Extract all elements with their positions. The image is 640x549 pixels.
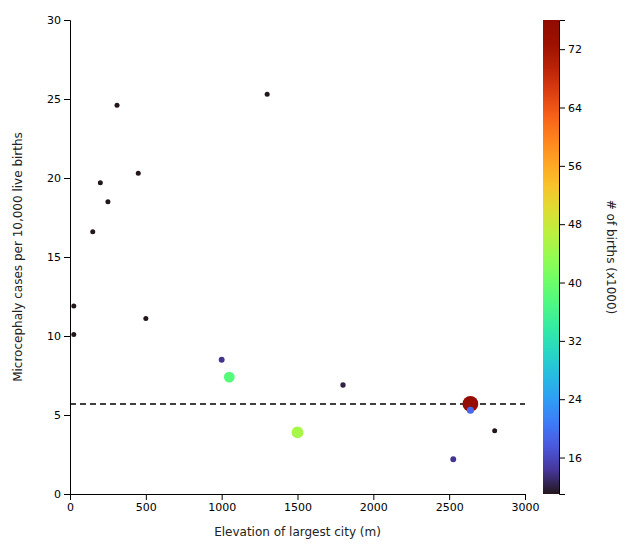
colorbar-label: # of births (x1000) (604, 200, 618, 315)
x-tick-mark (449, 494, 450, 500)
point (467, 407, 474, 414)
x-tick: 2500 (436, 494, 464, 514)
x-tick-mark (298, 494, 299, 500)
chart: 0 500 1000 1500 2000 2500 3000 0 5 10 15 20 25 30 Elev… (0, 0, 640, 549)
x-axis: 0 500 1000 1500 2000 2500 3000 (67, 494, 540, 514)
point (265, 92, 270, 97)
x-tick: 3000 (512, 494, 540, 514)
point (143, 316, 148, 321)
x-tick: 2000 (360, 494, 388, 514)
x-tick-label: 3000 (512, 501, 540, 514)
colorbar-tick-label: 24 (568, 393, 582, 406)
y-axis-line (64, 21, 71, 495)
point (224, 372, 235, 383)
colorbar-tick: 56 (559, 160, 582, 173)
colorbar-tick: 32 (559, 335, 582, 348)
point (292, 426, 304, 438)
x-axis-line (71, 495, 526, 501)
point (71, 332, 76, 337)
x-tick: 1000 (208, 494, 236, 514)
colorbar-tick-mark (559, 166, 565, 167)
colorbar-tick: 40 (559, 277, 582, 290)
colorbar-tick-label: 16 (568, 452, 582, 465)
colorbar-tick-label: 56 (568, 160, 582, 173)
x-tick-label: 1000 (208, 501, 236, 514)
colorbar-tick-label: 72 (568, 43, 582, 56)
y-axis: 0 5 10 15 20 25 30 (47, 14, 71, 501)
x-tick-mark (222, 494, 223, 500)
colorbar-tick-mark (559, 341, 565, 342)
x-tick: 0 (67, 494, 74, 514)
y-tick-mark (64, 99, 70, 100)
plot-area: 0 500 1000 1500 2000 2500 3000 0 5 10 15 20 25 30 Elev… (11, 14, 618, 539)
y-tick: 30 (47, 14, 70, 27)
y-tick-mark (64, 257, 70, 258)
colorbar-tick: 24 (559, 393, 582, 406)
y-tick-label: 30 (47, 14, 61, 27)
point (492, 428, 497, 433)
x-tick: 500 (136, 494, 157, 514)
colorbar-tick-label: 32 (568, 335, 582, 348)
x-tick-label: 500 (136, 501, 157, 514)
point (136, 171, 141, 176)
y-tick: 0 (54, 488, 70, 501)
point (98, 180, 103, 185)
x-tick-label: 2000 (360, 501, 388, 514)
marks (70, 92, 525, 462)
colorbar-tick: 16 (559, 452, 582, 465)
y-tick-label: 10 (47, 330, 61, 343)
colorbar-tick-mark (559, 49, 565, 50)
point (90, 229, 95, 234)
y-tick-label: 5 (54, 409, 61, 422)
colorbar: 16 24 32 40 48 56 64 72 # of births (x1000) (543, 20, 618, 495)
y-tick: 5 (54, 409, 70, 422)
y-tick-mark (64, 494, 70, 495)
point (71, 303, 76, 308)
point (219, 357, 225, 363)
point (450, 456, 456, 462)
x-axis-label: Elevation of largest city (m) (214, 525, 381, 539)
colorbar-tick: 64 (559, 102, 582, 115)
y-tick-label: 20 (47, 172, 61, 185)
colorbar-tick-mark (559, 108, 565, 109)
reference-line (70, 403, 525, 405)
x-tick-label: 2500 (436, 501, 464, 514)
y-tick-label: 0 (54, 488, 61, 501)
colorbar-bar (543, 20, 559, 494)
colorbar-tick-label: 40 (568, 277, 582, 290)
point (115, 103, 120, 108)
y-tick: 25 (47, 93, 70, 106)
colorbar-tick-mark (559, 458, 565, 459)
y-tick-label: 15 (47, 251, 61, 264)
y-tick-mark (64, 178, 70, 179)
colorbar-tick: 72 (559, 43, 582, 56)
y-axis-label: Microcephaly cases per 10,000 live birth… (11, 132, 25, 382)
x-tick-label: 0 (67, 501, 74, 514)
y-tick: 15 (47, 251, 70, 264)
x-tick: 1500 (284, 494, 312, 514)
x-tick-mark (146, 494, 147, 500)
x-tick-mark (525, 494, 526, 500)
colorbar-tick: 48 (559, 218, 582, 231)
colorbar-tick-mark (559, 224, 565, 225)
colorbar-axis-line (560, 21, 566, 495)
colorbar-tick-mark (559, 399, 565, 400)
y-tick-mark (64, 415, 70, 416)
colorbar-tick-mark (559, 283, 565, 284)
point (340, 382, 345, 387)
y-tick: 10 (47, 330, 70, 343)
y-tick-label: 25 (47, 93, 61, 106)
y-tick: 20 (47, 172, 70, 185)
y-tick-mark (64, 20, 70, 21)
y-tick-mark (64, 336, 70, 337)
x-tick-label: 1500 (284, 501, 312, 514)
point (105, 199, 110, 204)
x-tick-mark (373, 494, 374, 500)
colorbar-tick-label: 48 (568, 218, 582, 231)
colorbar-axis: 16 24 32 40 48 56 64 72 (559, 21, 582, 495)
colorbar-tick-label: 64 (568, 102, 582, 115)
